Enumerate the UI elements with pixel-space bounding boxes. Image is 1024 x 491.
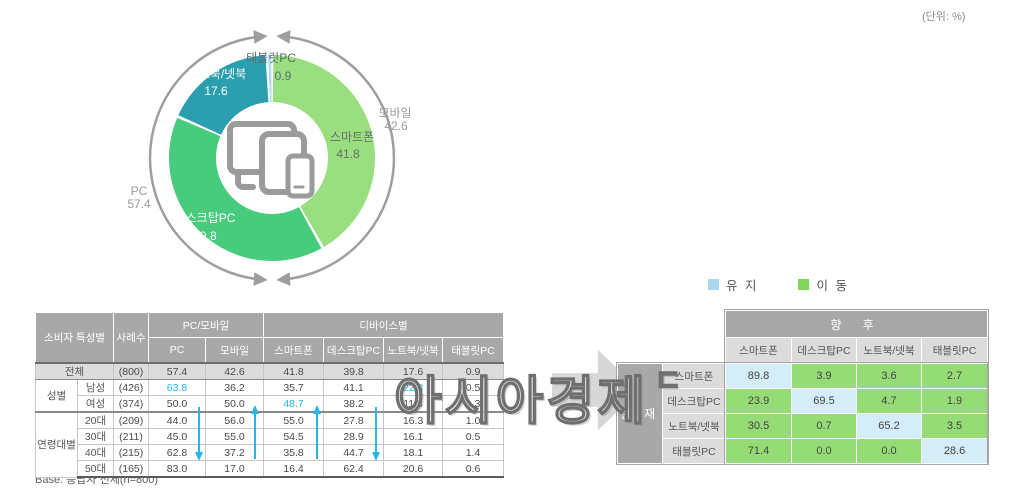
trend-arrow-smartphone-up: [312, 405, 321, 459]
header-group-device: 디바이스별: [263, 312, 505, 338]
donut-segment-0: [272, 55, 375, 247]
group-label-pc: PC: [130, 184, 148, 198]
trend-arrow-mobile-up: [250, 405, 259, 459]
matrix-row-tablet: 태블릿PC 71.4 0.0 0.0 28.6: [618, 438, 989, 464]
matrix-row-smartphone: 현 재 스마트폰 89.8 3.9 3.6 2.7: [617, 363, 989, 464]
device-share-donut-chart: [148, 30, 396, 286]
base-note: Base: 응답자 전체(n=800): [35, 474, 159, 486]
table-row-male: 성별 남성 (426) 63.8 36.2 35.7 41.1 22.8 0.5: [35, 379, 505, 413]
segment-value-desktop: 39.8: [193, 229, 217, 243]
segment-label-smartphone: 스마트폰: [329, 130, 375, 144]
segment-label-notebook: 노트북/넷북: [187, 67, 247, 81]
group-value-pc: 57.4: [127, 197, 151, 211]
group-value-mobile: 42.6: [384, 119, 408, 133]
table-row-50s: 50대 (165) 83.0 17.0 16.4 62.4 20.6 0.6: [36, 460, 505, 478]
legend-label-keep: 유 지: [726, 279, 759, 293]
matrix-row-desktop: 데스크탑PC 23.9 69.5 4.7 1.9: [618, 388, 989, 414]
legend-swatch-move-icon: [798, 279, 810, 290]
trend-arrow-desktop-down: [371, 407, 380, 461]
header-mobile: 모바일: [205, 337, 265, 364]
header-group-pc-mobile: PC/모바일: [148, 312, 265, 338]
donut-segment-3: [268, 55, 272, 103]
table-row-20s: 연령대별 20대 (209) 44.0 56.0 55.0 27.8 16.3 …: [35, 411, 505, 478]
matrix-col-smartphone: 스마트폰: [725, 337, 792, 364]
legend-swatch-keep-icon: [708, 279, 719, 290]
matrix-legend: 유 지 이 동: [708, 275, 849, 294]
group-label-gender: 성별: [35, 379, 78, 413]
devices-icon: [227, 121, 315, 199]
header-tablet: 태블릿PC: [442, 337, 505, 364]
header-desktop: 데스크탑PC: [323, 337, 385, 364]
monitor-stand-icon: [235, 169, 256, 190]
phone-icon: [285, 153, 315, 199]
matrix-row-notebook: 노트북/넷북 30.5 0.7 65.2 3.5: [618, 413, 989, 439]
watermark-mark: ㄷ: [654, 364, 685, 398]
matrix-row-group: 현 재: [617, 363, 663, 464]
group-label-mobile: 모바일: [378, 106, 412, 120]
legend-label-move: 이 동: [816, 279, 849, 293]
header-cases: 사례수: [113, 312, 150, 364]
flow-matrix-table: 향 후 스마트폰 데스크탑PC 노트북/넷북 태블릿PC 현 재 스마트폰 89…: [617, 310, 989, 464]
unit-label: (단위: %): [922, 11, 966, 23]
header-notebook: 노트북/넷북: [383, 337, 444, 364]
segment-label-tablet: 태블릿PC: [246, 51, 296, 65]
segment-value-notebook: 17.6: [204, 84, 228, 98]
matrix-col-desktop: 데스크탑PC: [791, 337, 857, 364]
matrix-col-tablet: 태블릿PC: [920, 337, 989, 364]
header-consumer: 소비자 특성별: [34, 312, 115, 364]
donut-segment-1: [169, 117, 322, 261]
matrix-col-notebook: 노트북/넷북: [856, 337, 922, 364]
segment-label-desktop: 데스크탑PC: [174, 211, 236, 225]
header-smartphone: 스마트폰: [263, 337, 325, 364]
table-row-40s: 40대 (215) 62.8 37.2 35.8 44.7 18.1 1.4: [36, 444, 505, 461]
table-row-total: 전체 (800) 57.4 42.6 41.8 39.8 17.6 0.9: [34, 362, 505, 380]
donut-segments: [169, 55, 375, 261]
header-pc: PC: [148, 337, 207, 364]
rotation-arrows-icon: [148, 30, 396, 286]
watermark: 아시아경제 ㄷ: [393, 356, 685, 434]
matrix-col-group: 향 후: [724, 310, 989, 338]
legend-item-move: 이 동: [798, 275, 848, 294]
trend-arrow-pc-down: [194, 407, 203, 461]
demographics-table: 소비자 특성별 사례수 PC/모바일 디바이스별 PC 모바일 스마트폰 데스크…: [34, 312, 505, 478]
watermark-text: 아시아경제: [393, 372, 649, 432]
table-row-30s: 30대 (211) 45.0 55.0 54.5 28.9 16.1 0.5: [36, 428, 505, 445]
segment-value-smartphone: 41.8: [336, 147, 360, 161]
donut-segment-2: [178, 55, 269, 135]
segment-value-tablet: 0.9: [274, 69, 292, 83]
group-label-age: 연령대별: [35, 411, 78, 478]
legend-item-keep: 유 지: [708, 275, 758, 294]
